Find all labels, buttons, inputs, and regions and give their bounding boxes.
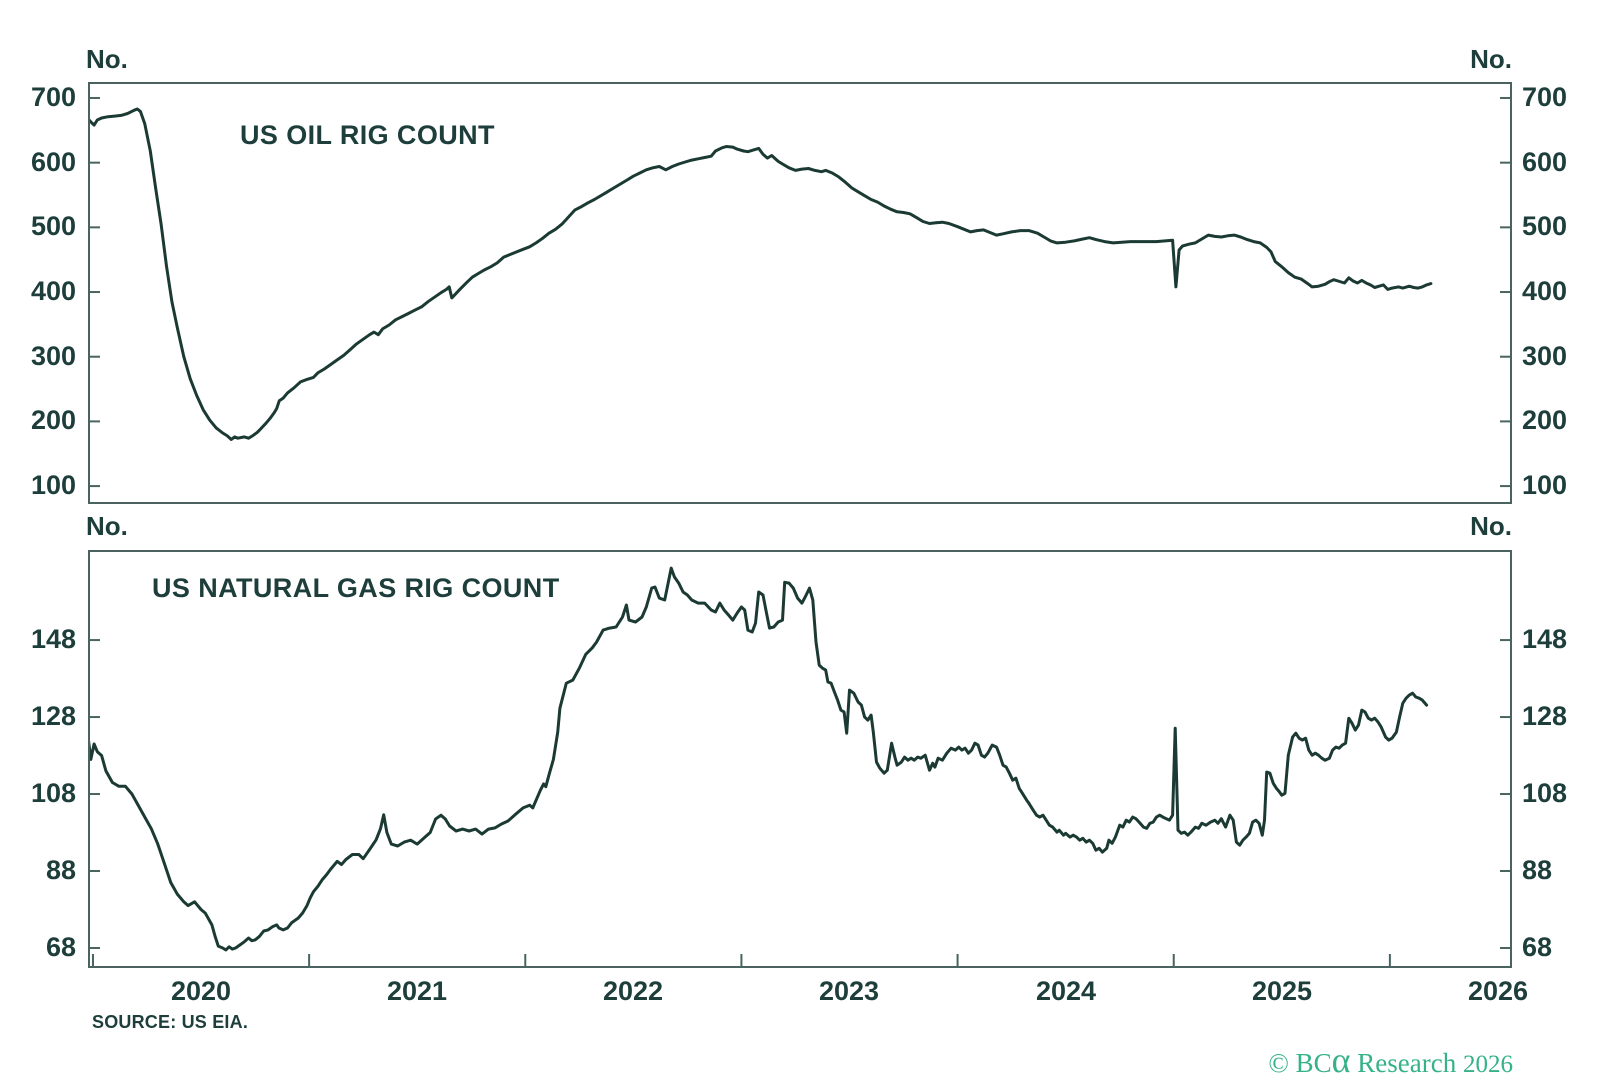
- copyright-prefix: © BC: [1268, 1048, 1332, 1078]
- gas-chart-svg: [90, 566, 1510, 966]
- xtick-label-2021: 2021: [386, 976, 448, 1006]
- gas-ytick-label-right-148: 148: [1522, 624, 1568, 654]
- gas-ytick-label-right-68: 68: [1522, 932, 1553, 962]
- gas-ytick-label-left-128: 128: [30, 701, 76, 731]
- gas-chart-plot: [88, 550, 1512, 968]
- source-note: SOURCE: US EIA.: [92, 1012, 249, 1032]
- oil-ytick-label-right-100: 100: [1522, 470, 1568, 500]
- oil-ytick-label-left-100: 100: [30, 470, 76, 500]
- oil-ytick-label-left-700: 700: [30, 82, 76, 112]
- gas-unit-label-right: No.: [1470, 511, 1512, 541]
- oil-series-line: [90, 107, 1433, 441]
- oil-ytick-label-right-700: 700: [1522, 82, 1568, 112]
- gas-ytick-label-right-128: 128: [1522, 701, 1568, 731]
- gas-ytick-label-left-68: 68: [45, 932, 76, 962]
- copyright-alpha-glyph: α: [1331, 1040, 1351, 1080]
- oil-ytick-label-right-300: 300: [1522, 341, 1568, 371]
- xtick-label-2023: 2023: [818, 976, 880, 1006]
- oil-ytick-label-left-600: 600: [30, 147, 76, 177]
- oil-ytick-label-right-600: 600: [1522, 147, 1568, 177]
- copyright-middle: Research: [1350, 1048, 1463, 1078]
- copyright-line: © BCα Research 2026: [1268, 1042, 1513, 1078]
- gas-series-line: [90, 566, 1429, 952]
- oil-ytick-label-left-300: 300: [30, 341, 76, 371]
- gas-ytick-label-right-108: 108: [1522, 778, 1568, 808]
- gas-ytick-label-left-148: 148: [30, 624, 76, 654]
- xtick-label-2026: 2026: [1467, 976, 1529, 1006]
- oil-ytick-label-left-200: 200: [30, 405, 76, 435]
- oil-ytick-label-right-500: 500: [1522, 211, 1568, 241]
- oil-ytick-label-left-500: 500: [30, 211, 76, 241]
- xtick-label-2022: 2022: [602, 976, 664, 1006]
- copyright-year: 2026: [1463, 1051, 1513, 1078]
- oil-ytick-label-left-400: 400: [30, 276, 76, 306]
- xtick-label-2024: 2024: [1035, 976, 1097, 1006]
- gas-chart-title: US NATURAL GAS RIG COUNT: [152, 573, 560, 603]
- gas-ytick-label-right-88: 88: [1522, 855, 1553, 885]
- oil-ytick-label-right-200: 200: [1522, 405, 1568, 435]
- oil-chart-title: US OIL RIG COUNT: [240, 120, 495, 150]
- gas-ytick-label-left-108: 108: [30, 778, 76, 808]
- oil-chart-svg: [90, 96, 1510, 488]
- gas-ytick-label-left-88: 88: [45, 855, 76, 885]
- oil-chart-plot: [88, 82, 1512, 504]
- gas-unit-label-left: No.: [86, 511, 128, 541]
- xtick-label-2020: 2020: [170, 976, 232, 1006]
- oil-unit-label-left: No.: [86, 44, 128, 74]
- oil-ytick-label-right-400: 400: [1522, 276, 1568, 306]
- xtick-label-2025: 2025: [1251, 976, 1313, 1006]
- oil-unit-label-right: No.: [1470, 44, 1512, 74]
